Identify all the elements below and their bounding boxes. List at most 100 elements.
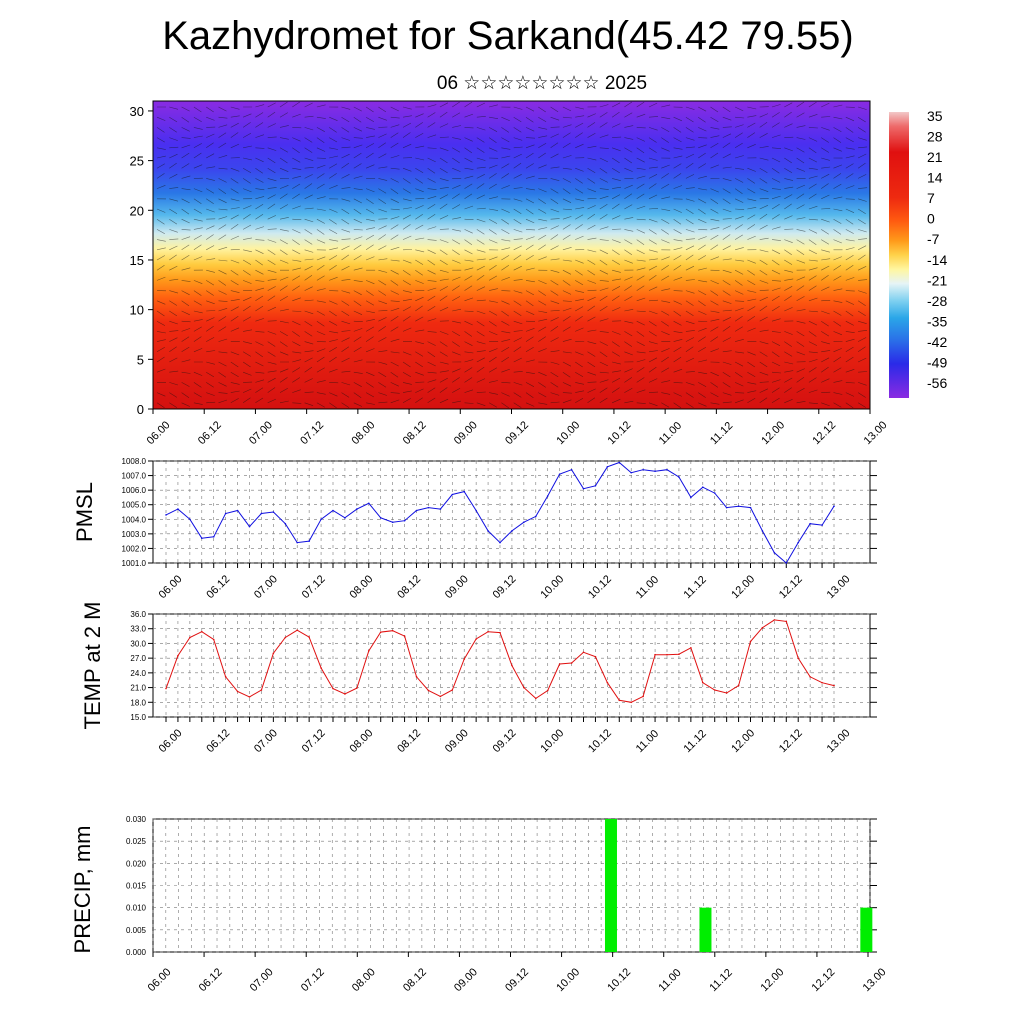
temp-2m-point [344,693,346,695]
grid [153,613,870,718]
temp-2m-point [618,699,621,702]
colorbar-label: -21 [927,272,947,288]
xtick-label: 10.12 [586,573,614,601]
pmsl-point [165,514,167,516]
pmsl-point [773,552,776,554]
pmsl-point [308,540,310,542]
ytick-label: 0.030 [126,815,147,824]
ytick-label: 1008.0 [122,457,147,466]
pmsl-point [809,522,811,525]
temp-2m-point [582,651,585,654]
xtick-label: 07.12 [299,966,327,994]
temp-2m-point [833,684,835,687]
temp-2m-point [546,689,549,692]
panel-pmsl: 1001.0 1002.0 1003.0 1004.0 1005.0 1006.0 1007… [72,457,877,601]
pmsl-point [690,496,692,499]
temp-2m-point [320,667,322,669]
pmsl-point [356,508,358,510]
temp-2m-point [236,690,239,693]
pmsl-point [475,509,477,512]
pmsl-point [332,509,334,512]
temp-2m-point [212,638,215,641]
pmsl-point [666,468,668,471]
xtick-label: 13.00 [861,966,889,994]
ytick-label: 30 [130,104,144,119]
xtick-label: 07.00 [252,727,280,755]
ytick-label: 27.0 [130,654,146,663]
xtick-label: 09.00 [443,727,471,755]
temp-2m-point [248,696,251,698]
ytick-label: 0.010 [126,904,147,913]
wind-barb-row [156,111,866,123]
wind-barb-row [156,397,866,409]
wind-barb-row [156,203,866,215]
temp-2m-point [749,640,752,643]
wind-barb-row [156,346,866,358]
temp-2m-point [821,681,823,684]
temp-2m-point [642,695,644,698]
colorbar-label: -28 [927,293,947,309]
xtick-label: 11.00 [657,420,684,447]
temp-2m-point [463,658,466,660]
pmsl-point [630,471,633,474]
colorbar-label: -49 [927,354,947,370]
temp-2m-point [678,653,680,656]
pmsl-point [737,505,740,507]
xtick-label: 12.12 [777,727,805,755]
pmsl-point [523,521,525,523]
xtick-label: 09.12 [503,419,531,447]
pmsl-point [511,530,513,532]
xtick-label: 12.00 [729,573,757,601]
pmsl-point [403,519,406,522]
pmsl-point [642,468,644,471]
wind-barb-row [156,377,867,388]
ytick-label: 15.0 [130,713,146,722]
temp-2m-point [654,653,656,656]
temp-2m-point [308,636,310,638]
temp-2m-point [367,649,370,652]
wind-barb-row [156,387,866,398]
xtick-label: 07.12 [298,419,326,447]
pmsl-point [833,505,835,507]
ylabel: TEMP at 2 M [80,602,105,730]
xtick-label: 07.00 [247,419,275,447]
xtick-label: 06.12 [197,966,225,994]
xtick-label: 08.12 [401,419,429,447]
temp-2m-point [487,630,489,633]
ytick-label: 18.0 [130,698,146,707]
pmsl-point [367,502,370,505]
wind-barb-row [156,224,867,235]
pmsl-point [678,476,680,478]
temp-2m-point [427,689,430,692]
wind-barb-row [156,234,868,245]
wind-barb-row [157,101,867,113]
ytick-label: 1002.0 [122,544,147,553]
xtick-label: 09.00 [452,419,480,447]
wind-barb-row [156,295,866,307]
temp-2m-point [272,652,275,655]
wind-barb-row [156,122,866,133]
temp-2m-point [570,662,573,664]
colorbar-label: -14 [927,252,947,268]
ytick-label: 0.005 [126,926,147,935]
pmsl-point [821,524,823,526]
wind-barb-row [156,315,867,327]
xtick-label: 06.00 [146,966,174,994]
ytick-label: 24.0 [130,669,146,678]
pmsl-point [344,517,346,519]
pmsl-point [594,484,597,487]
ytick-label: 10 [130,303,144,318]
xtick-label: 12.12 [810,419,838,447]
xtick-label: 07.12 [300,573,328,601]
colorbar-label: -42 [927,334,947,350]
ytick-label: 0.020 [126,859,147,868]
precip-bar [699,907,712,952]
temp-2m-point [797,657,800,659]
pmsl-point [248,525,251,528]
xtick-label: 13.00 [825,727,853,755]
grid [153,460,870,564]
wind-barb-row [156,152,867,164]
cross-section-field [153,101,870,409]
